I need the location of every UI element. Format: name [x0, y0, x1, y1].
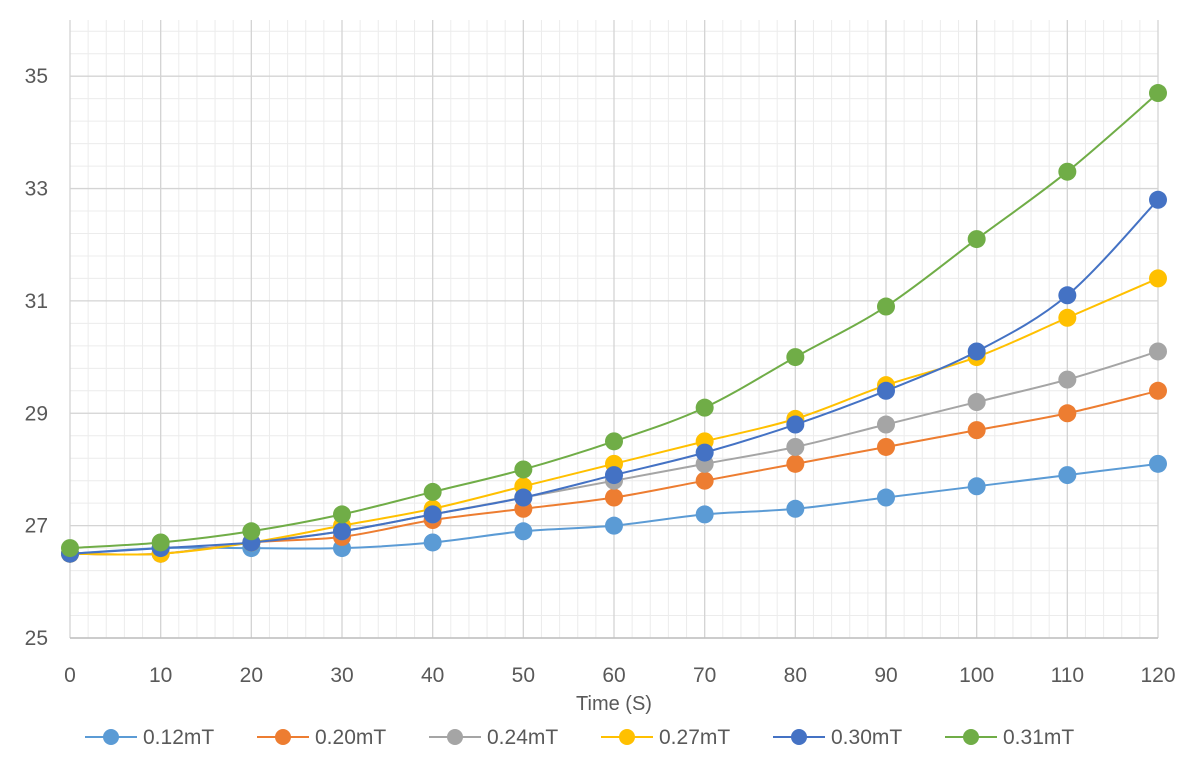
legend-label: 0.12mT	[143, 726, 214, 749]
data-point	[605, 516, 623, 535]
x-axis-title: Time (S)	[576, 693, 652, 715]
data-point	[1058, 286, 1077, 305]
data-point	[1149, 381, 1167, 400]
data-point	[514, 488, 533, 507]
legend: 0.12mT 0.20mT 0.24mT 0.27mT 0.30mT 0.31mT	[85, 726, 1074, 749]
legend-item: 0.20mT	[257, 726, 386, 749]
data-point	[877, 415, 895, 434]
data-point	[1149, 190, 1167, 209]
data-point	[786, 437, 805, 456]
data-point	[1149, 342, 1167, 361]
legend-item: 0.27mT	[601, 726, 730, 749]
x-tick-labels: 0 10 20 30 40 50 60 70 80 90 100 110 120	[64, 664, 1175, 687]
data-point	[695, 471, 714, 490]
x-tick-label: 0	[64, 664, 76, 687]
legend-label: 0.31mT	[1003, 726, 1074, 749]
data-point	[967, 230, 986, 249]
data-point	[786, 348, 805, 367]
data-point	[423, 533, 442, 552]
legend-item: 0.24mT	[429, 726, 558, 749]
x-tick-label: 40	[421, 664, 444, 687]
x-tick-label: 80	[784, 664, 807, 687]
legend-label: 0.27mT	[659, 726, 730, 749]
data-point	[333, 522, 351, 541]
data-point	[877, 297, 895, 316]
data-point	[423, 505, 442, 524]
data-point	[333, 505, 351, 524]
x-tick-label: 60	[602, 664, 625, 687]
data-point	[514, 460, 533, 479]
data-point	[786, 454, 805, 473]
data-point	[1058, 370, 1077, 389]
data-point	[1149, 84, 1167, 103]
y-tick-label: 25	[25, 627, 48, 650]
data-point	[695, 398, 714, 417]
legend-marker	[619, 729, 635, 745]
legend-marker	[791, 729, 807, 745]
data-point	[423, 482, 442, 501]
data-point	[695, 505, 714, 524]
x-tick-label: 90	[874, 664, 897, 687]
legend-label: 0.30mT	[831, 726, 902, 749]
legend-label: 0.24mT	[487, 726, 558, 749]
x-tick-label: 10	[149, 664, 172, 687]
data-point	[1149, 269, 1167, 288]
data-point	[967, 421, 986, 440]
x-tick-label: 30	[330, 664, 353, 687]
legend-marker	[103, 729, 119, 745]
y-tick-label: 35	[25, 65, 48, 88]
data-point	[877, 488, 895, 507]
legend-item: 0.30mT	[773, 726, 902, 749]
data-point	[1058, 308, 1077, 327]
data-point	[514, 522, 533, 541]
data-point	[1058, 466, 1077, 485]
data-point	[695, 443, 714, 462]
data-point	[786, 499, 805, 518]
series-layer	[61, 84, 1167, 563]
data-point	[967, 393, 986, 412]
series-0.31mT	[61, 84, 1167, 558]
legend-item: 0.12mT	[85, 726, 214, 749]
data-point	[61, 539, 79, 558]
data-point	[605, 466, 623, 485]
data-point	[1058, 162, 1077, 181]
data-point	[242, 522, 261, 541]
data-point	[1058, 404, 1077, 423]
x-tick-label: 120	[1140, 664, 1175, 687]
y-tick-label: 29	[25, 402, 48, 425]
x-tick-label: 70	[693, 664, 716, 687]
x-tick-label: 100	[959, 664, 994, 687]
data-point	[605, 488, 623, 507]
data-point	[151, 533, 170, 552]
y-tick-labels: 25 27 29 31 33 35	[25, 65, 48, 650]
legend-item: 0.31mT	[945, 726, 1074, 749]
legend-marker	[275, 729, 291, 745]
data-point	[877, 381, 895, 400]
y-tick-label: 31	[25, 290, 48, 313]
legend-marker	[447, 729, 463, 745]
y-tick-label: 33	[25, 178, 48, 201]
x-tick-label: 50	[512, 664, 535, 687]
data-point	[877, 437, 895, 456]
legend-label: 0.20mT	[315, 726, 386, 749]
data-point	[786, 415, 805, 434]
x-tick-label: 110	[1051, 664, 1084, 687]
data-point	[1149, 454, 1167, 473]
data-point	[605, 432, 623, 451]
data-point	[967, 477, 986, 496]
legend-marker	[963, 729, 979, 745]
x-tick-label: 20	[240, 664, 263, 687]
data-point	[967, 342, 986, 361]
y-tick-label: 27	[25, 515, 48, 538]
